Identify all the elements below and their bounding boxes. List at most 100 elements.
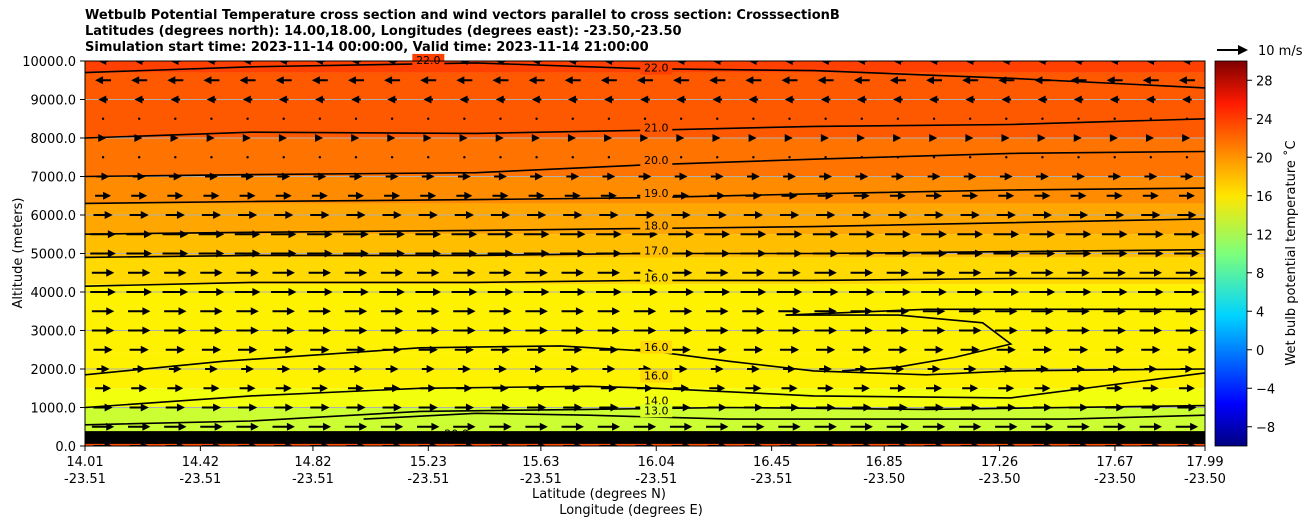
wind-arrow-head (541, 230, 550, 239)
wind-arrow (310, 403, 330, 412)
wind-arrow (571, 156, 574, 159)
wind-arrow-head (539, 326, 548, 335)
y-tick-label: 4000.0 (31, 286, 77, 301)
wind-arrow (602, 365, 616, 373)
wind-arrow (344, 307, 368, 316)
wind-arrow (354, 117, 358, 120)
wind-arrow (996, 345, 1016, 354)
wind-arrow (1031, 326, 1054, 335)
wind-arrow-head (252, 230, 261, 239)
wind-arrow (776, 288, 803, 296)
wind-arrow-head (539, 307, 548, 316)
wind-arrow-head (170, 61, 179, 65)
wind-arrow-head (101, 172, 110, 181)
y-tick-label: 3000.0 (31, 325, 77, 340)
wind-arrow-head (178, 326, 187, 335)
wind-arrow (597, 307, 621, 316)
wind-arrow (926, 76, 943, 85)
wind-arrow (531, 134, 540, 142)
wind-arrow (487, 249, 514, 258)
wind-arrow (523, 249, 550, 258)
wind-arrow (752, 156, 755, 159)
wind-arrow (95, 384, 112, 393)
wind-arrow-head (968, 365, 977, 373)
contour-label-bg (640, 244, 673, 258)
wind-arrow (164, 422, 187, 431)
wind-arrow-head (1116, 345, 1125, 354)
wind-arrow (495, 61, 506, 65)
wind-arrow-head (106, 307, 115, 316)
wind-arrow (494, 365, 507, 373)
wind-arrow (891, 172, 905, 181)
wind-arrow-head (459, 134, 468, 142)
wind-arrow (93, 211, 113, 219)
wind-arrow (779, 403, 800, 412)
wind-arrow-head (395, 307, 404, 316)
wind-arrow-head (357, 345, 366, 354)
wind-arrow (236, 307, 259, 316)
wind-arrow-head (1119, 288, 1128, 296)
wind-arrow (236, 268, 259, 277)
contour-label: 21.0 (644, 121, 669, 134)
wind-arrow-head (973, 268, 982, 277)
wind-arrow (272, 326, 295, 335)
wind-arrow-head (612, 422, 621, 431)
wind-arrow-head (971, 403, 980, 412)
wind-arrow (963, 365, 977, 373)
contour-label: 13.0 (644, 404, 669, 417)
wind-arrow (597, 326, 621, 335)
wind-arrow-head (929, 61, 938, 65)
wind-arrow (998, 384, 1015, 393)
x-tick-label-lat: 14.01 (66, 455, 103, 470)
wind-arrow (93, 442, 113, 446)
contour-label: 22.0 (1181, 434, 1206, 447)
wind-arrow-head (104, 442, 113, 446)
wind-arrow-head (789, 191, 798, 200)
wind-arrow-head (825, 191, 834, 200)
wind-arrow (921, 288, 947, 296)
wind-arrow-head (932, 365, 941, 373)
wind-arrow-dot (1113, 117, 1116, 120)
wind-arrow-dot (427, 117, 430, 120)
wind-arrow-head (311, 76, 320, 85)
wind-arrow (993, 230, 1020, 239)
wind-arrow (489, 422, 512, 431)
wind-arrow (1077, 117, 1080, 120)
wind-arrow (168, 172, 182, 181)
wind-arrow (489, 326, 512, 335)
wind-arrow-head (98, 95, 107, 104)
wind-arrow-head (395, 326, 404, 335)
wind-arrow (604, 134, 613, 142)
wind-arrow-head (170, 134, 179, 142)
wind-arrow (95, 76, 112, 85)
wind-arrow-head (827, 345, 836, 354)
wind-arrow (382, 442, 402, 446)
wind-arrow (531, 95, 542, 104)
wind-arrow-head (722, 288, 731, 296)
wind-arrow (679, 156, 683, 159)
wind-arrow-head (1078, 191, 1087, 200)
wind-arrow (167, 76, 184, 85)
wind-arrow-head (856, 61, 865, 65)
wind-arrow-head (682, 345, 691, 354)
wind-arrow (237, 442, 258, 446)
wind-arrow (888, 403, 908, 412)
wind-arrow (888, 211, 908, 219)
title-line-2: Latitudes (degrees north): 14.00,18.00, … (85, 24, 682, 39)
wind-arrow (885, 288, 911, 296)
wind-arrow (131, 191, 148, 200)
wind-arrow (784, 95, 795, 104)
wind-arrow (380, 268, 404, 277)
wind-arrow-head (756, 307, 765, 316)
wind-arrow (239, 384, 256, 393)
wind-arrow-dot (1185, 156, 1189, 159)
wind-arrow-head (502, 403, 511, 412)
contour-label: 22.0 (253, 431, 278, 444)
wind-arrow-head (355, 191, 364, 200)
wind-arrow-head (315, 61, 324, 65)
wind-arrow (746, 172, 760, 181)
wind-arrow (530, 172, 544, 181)
y-tick-label: 7000.0 (31, 171, 77, 186)
wind-arrow-head (288, 288, 297, 296)
wind-arrow-head (535, 172, 544, 181)
